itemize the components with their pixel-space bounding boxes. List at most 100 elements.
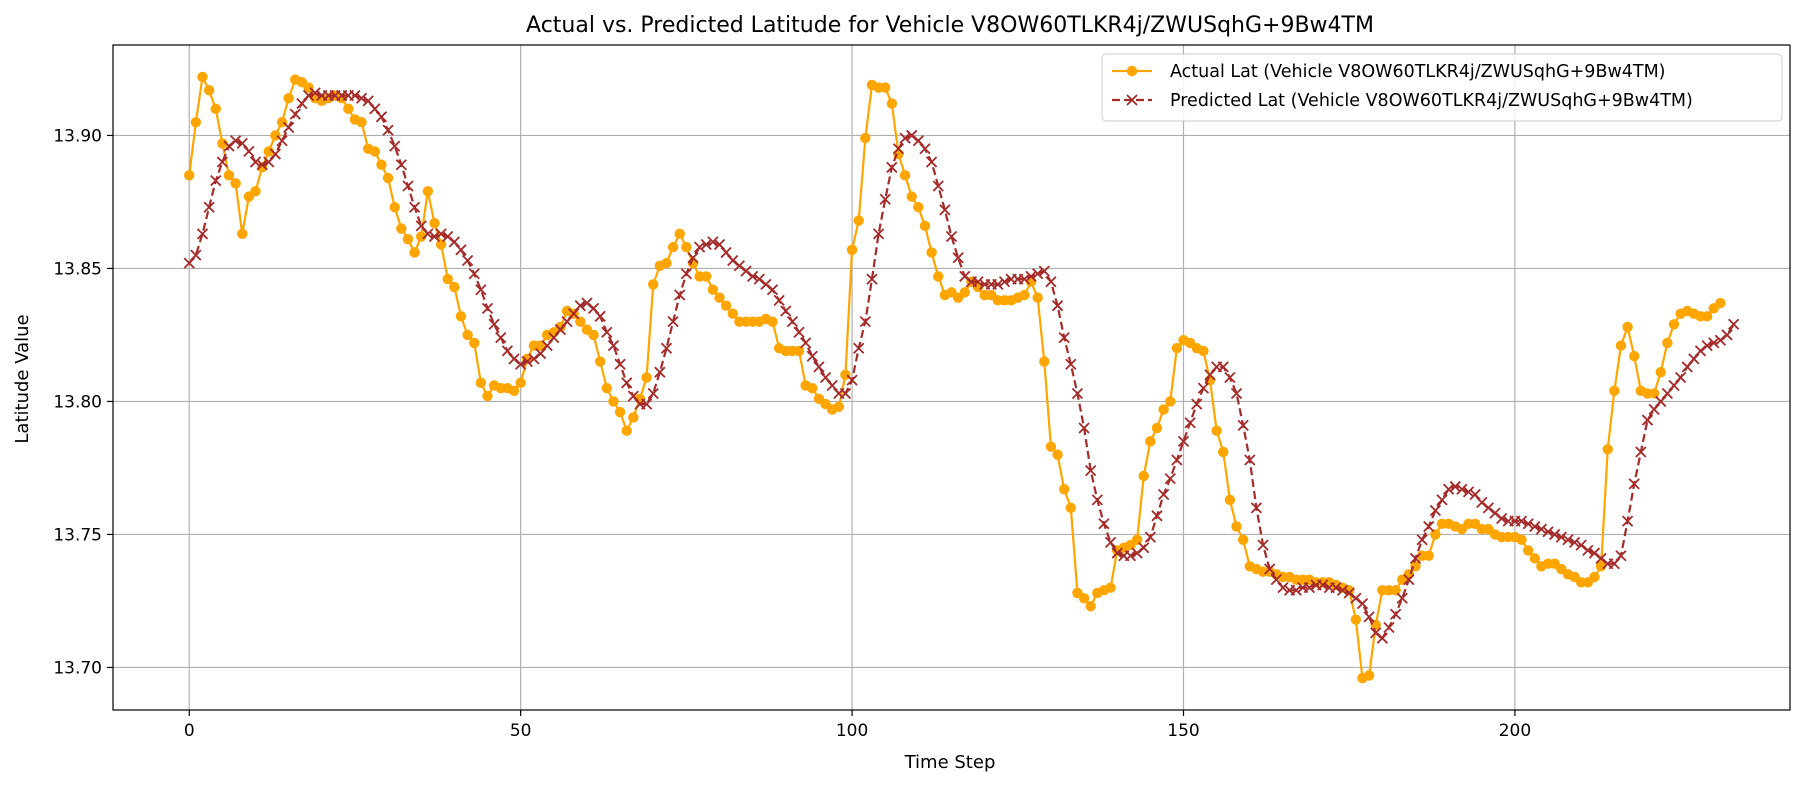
legend-swatch-predicted (1112, 94, 1152, 106)
data-point (508, 353, 520, 365)
data-point (461, 254, 474, 267)
data-point (1177, 435, 1190, 447)
data-point (1489, 507, 1501, 519)
data-point (1555, 531, 1567, 543)
legend-frame (1101, 53, 1783, 122)
data-point (1641, 414, 1654, 426)
data-point (1688, 353, 1700, 365)
data-point (442, 230, 454, 243)
data-point (409, 247, 420, 258)
data-point (1065, 358, 1077, 370)
data-point (720, 246, 732, 259)
data-point (667, 241, 679, 253)
data-point (1496, 512, 1508, 525)
data-point (1674, 371, 1687, 384)
data-point (243, 145, 255, 158)
data-point (588, 329, 599, 341)
data-point (429, 218, 440, 229)
data-point (1131, 534, 1143, 545)
legend-label-predicted: Predicted Lat (Vehicle V8OW60TLKR4j/ZWUS… (1170, 91, 1693, 111)
data-point (1039, 356, 1050, 367)
series-actual (184, 71, 1726, 684)
data-point (1058, 331, 1070, 344)
data-point (495, 331, 507, 344)
data-point (1198, 345, 1209, 357)
data-point (713, 238, 726, 251)
data-point (469, 337, 480, 349)
data-point (939, 204, 951, 216)
data-point (521, 355, 533, 368)
data-point (1728, 318, 1740, 330)
data-point (1058, 484, 1070, 495)
data-point (1157, 488, 1170, 501)
data-point (1621, 515, 1634, 527)
data-point (1098, 518, 1110, 530)
data-point (627, 390, 639, 402)
data-point (462, 329, 473, 341)
data-point (1051, 300, 1064, 312)
x-tick-label: 200 (1499, 721, 1531, 741)
data-point (303, 82, 314, 93)
data-point (1230, 387, 1243, 400)
data-point (1244, 454, 1256, 466)
data-point (1237, 419, 1249, 432)
data-point (230, 178, 241, 189)
data-point (866, 273, 878, 285)
data-point (879, 193, 891, 205)
data-point (640, 398, 653, 410)
data-point (793, 326, 805, 338)
data-point (621, 377, 633, 389)
data-point (1091, 494, 1103, 506)
data-point (369, 103, 381, 115)
data-point (886, 98, 898, 109)
x-axis-label: Time Step (904, 752, 996, 773)
legend: Actual Lat (Vehicle V8OW60TLKR4j/ZWUSqhG… (1101, 53, 1783, 122)
data-point (1635, 446, 1647, 458)
data-point (362, 95, 374, 107)
legend-marker (1126, 94, 1138, 106)
data-point (581, 297, 593, 309)
data-point (1231, 521, 1242, 532)
data-point (548, 331, 560, 344)
data-point (237, 228, 248, 240)
data-point (1602, 444, 1613, 455)
data-point (1270, 574, 1282, 586)
data-point (481, 302, 494, 314)
data-point (455, 244, 467, 256)
data-point (1105, 582, 1116, 593)
data-point (886, 161, 898, 173)
data-point (959, 270, 971, 283)
data-point (1449, 480, 1461, 493)
data-point (555, 321, 566, 333)
data-point (1628, 478, 1640, 490)
data-point (1290, 584, 1302, 596)
data-point (475, 377, 487, 389)
data-point (1045, 441, 1057, 452)
data-point (395, 159, 407, 171)
data-point (1396, 592, 1408, 604)
data-point (1615, 340, 1627, 351)
data-point (349, 89, 361, 102)
data-point (448, 236, 461, 248)
data-point (568, 308, 580, 320)
data-point (501, 345, 514, 357)
data-point (449, 281, 460, 293)
data-point (1469, 488, 1481, 501)
data-point (1032, 292, 1043, 303)
data-point (1436, 494, 1448, 506)
data-point (442, 273, 453, 285)
data-point (355, 92, 368, 104)
data-point (1145, 436, 1156, 447)
data-point (807, 382, 818, 394)
data-point (1158, 404, 1169, 415)
data-point (435, 239, 447, 250)
data-point (1655, 366, 1666, 378)
data-point (680, 268, 692, 280)
data-point (1542, 526, 1554, 538)
data-point (1714, 334, 1727, 346)
data-point (1065, 502, 1077, 514)
data-point (839, 387, 852, 400)
data-point (302, 89, 315, 102)
